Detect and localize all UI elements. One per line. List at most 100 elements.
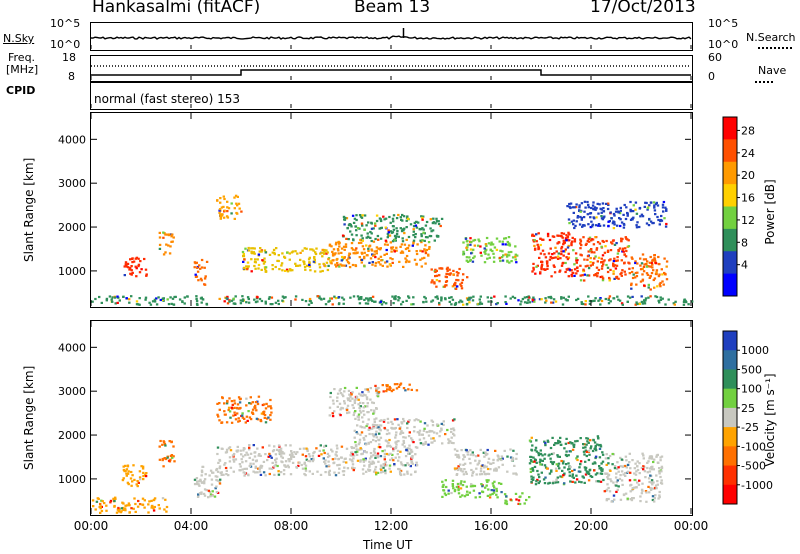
power-cell-12 (607, 203, 610, 206)
velocity-cell-10 (606, 483, 609, 486)
power-cell-12 (591, 223, 594, 226)
velocity-cell-6 (355, 386, 358, 389)
velocity-cell-10 (658, 490, 661, 494)
velocity-colorbar-swatch-8 (723, 484, 737, 505)
power-cell-10 (590, 248, 593, 251)
power-cell-13 (564, 298, 567, 301)
velocity-cell-12 (105, 509, 108, 512)
power-cell-12 (578, 204, 581, 207)
power-cell-13 (116, 301, 119, 304)
velocity-cell-13 (505, 495, 508, 498)
velocity-cell-7 (465, 493, 468, 496)
velocity-cell-11 (374, 384, 377, 387)
velocity-cell-11 (390, 390, 394, 393)
velocity-cell-7 (457, 487, 460, 490)
velocity-cell-10 (638, 472, 641, 475)
power-cell-13 (247, 297, 250, 301)
power-cell-0 (126, 262, 130, 265)
power-cell-4 (281, 269, 284, 272)
velocity-cell-8 (455, 467, 459, 470)
power-cell-9 (560, 245, 564, 249)
power-cell-4 (247, 246, 250, 250)
velocity-cell-9 (568, 471, 571, 474)
velocity-cell-10 (659, 459, 662, 462)
velocity-cell-9 (586, 437, 590, 440)
velocity-cell-6 (362, 402, 365, 405)
power-cell-12 (613, 223, 616, 226)
power-cell-10 (612, 262, 615, 265)
power-cell-10 (618, 247, 622, 250)
velocity-cell-10 (635, 470, 638, 473)
velocity-ytick-label-0: 1000 (58, 473, 86, 486)
power-cell-13 (200, 301, 203, 304)
power-cell-12 (582, 216, 586, 219)
velocity-cell-9 (587, 441, 590, 444)
velocity-cell-4 (381, 470, 385, 473)
velocity-cell-6 (364, 405, 367, 408)
power-cell-5 (405, 254, 409, 258)
power-cell-12 (583, 200, 587, 203)
power-cell-6 (435, 217, 438, 220)
velocity-cell-4 (247, 474, 250, 477)
power-cell-7 (461, 278, 464, 282)
x-tick-label-4: 16:00 (474, 519, 509, 533)
velocity-cell-3 (270, 411, 273, 414)
power-cell-5 (395, 246, 398, 249)
velocity-cell-5 (378, 419, 382, 422)
power-cell-13 (479, 301, 482, 304)
power-cell-0 (129, 258, 132, 261)
power-cell-13 (673, 303, 676, 306)
power-cell-13 (526, 301, 529, 304)
velocity-cell-4 (343, 466, 346, 469)
power-cell-11 (630, 283, 633, 287)
velocity-cell-6 (345, 409, 349, 412)
velocity-panel (90, 320, 693, 516)
velocity-cell-9 (597, 444, 601, 447)
velocity-cell-10 (637, 483, 641, 486)
velocity-cell-4 (251, 458, 255, 461)
power-cell-5 (391, 258, 394, 261)
power-cell-10 (612, 270, 615, 273)
power-cell-13 (444, 297, 447, 300)
power-cell-8 (466, 260, 470, 263)
power-cell-6 (375, 214, 379, 217)
velocity-cell-5 (373, 418, 376, 421)
velocity-cell-10 (622, 493, 626, 497)
power-cell-13 (598, 298, 602, 301)
power-cell-5 (373, 253, 376, 256)
power-cell-10 (606, 270, 610, 274)
velocity-cell-4 (374, 454, 378, 457)
power-cell-6 (342, 215, 346, 218)
power-cell-5 (424, 244, 427, 247)
velocity-cell-2 (203, 478, 207, 481)
velocity-cell-4 (415, 464, 419, 467)
power-cell-4 (261, 259, 264, 262)
velocity-cell-9 (579, 437, 582, 440)
power-cell-0 (140, 268, 143, 271)
power-cell-12 (589, 226, 592, 229)
velocity-cell-2 (204, 473, 207, 476)
power-cell-1 (167, 234, 171, 237)
power-cell-13 (277, 299, 280, 302)
velocity-cell-4 (225, 451, 229, 454)
velocity-cell-4 (351, 453, 354, 456)
power-cell-11 (634, 271, 638, 275)
power-cell-11 (651, 263, 654, 266)
velocity-cell-5 (420, 433, 424, 436)
velocity-cell-8 (497, 457, 500, 460)
power-cell-12 (597, 223, 601, 226)
power-cell-10 (597, 256, 601, 259)
velocity-cell-9 (569, 441, 572, 444)
velocity-cell-4 (279, 449, 283, 453)
velocity-cell-4 (311, 460, 315, 463)
velocity-cell-4 (396, 453, 399, 456)
velocity-cell-13 (515, 498, 518, 501)
power-cell-9 (551, 253, 554, 256)
power-cell-5 (374, 264, 377, 267)
power-cell-10 (616, 256, 619, 259)
power-cell-5 (375, 246, 379, 249)
power-cell-10 (623, 270, 626, 273)
power-cell-13 (407, 296, 411, 299)
velocity-cell-3 (223, 410, 226, 413)
power-cell-12 (599, 207, 602, 210)
